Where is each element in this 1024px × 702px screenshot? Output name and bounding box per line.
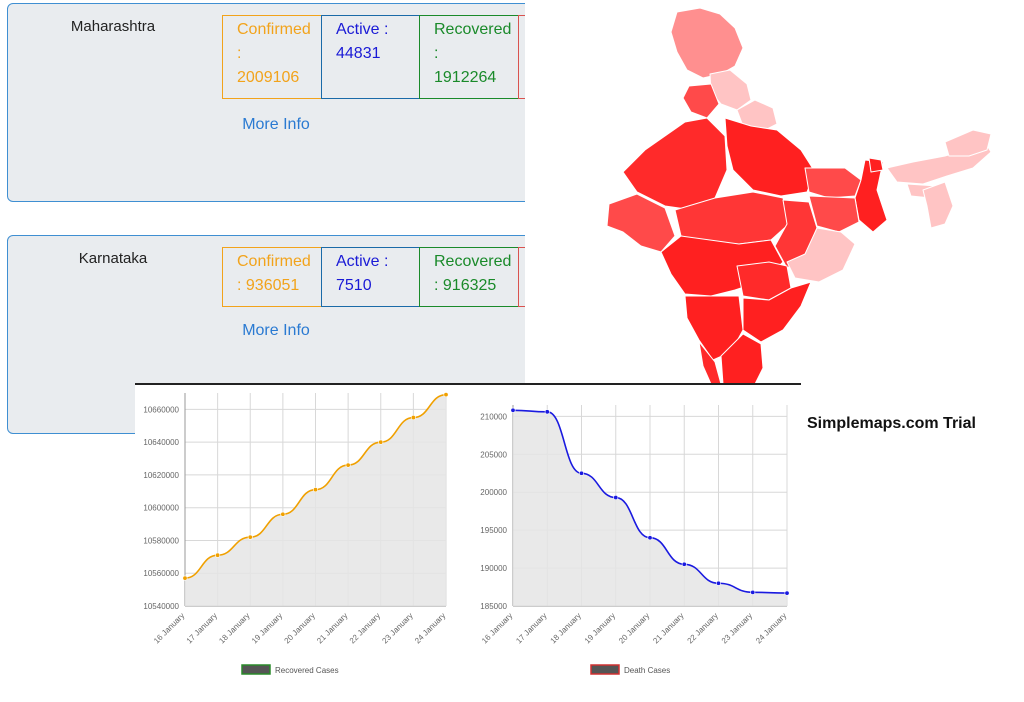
x-tick-label: 17 January	[185, 611, 219, 645]
confirmed-value-line: : 936051	[237, 277, 300, 294]
y-tick-label: 10620000	[143, 471, 179, 480]
x-tick-label: 22 January	[348, 611, 382, 645]
data-point	[510, 407, 516, 413]
y-tick-label: 185000	[480, 602, 507, 611]
confirmed-label: Confirmed	[237, 21, 311, 38]
map-region-uttar-pradesh[interactable]	[724, 117, 816, 197]
area-fill	[513, 410, 787, 606]
data-point	[544, 409, 550, 415]
data-point	[443, 392, 449, 398]
confirmed-colon: :	[237, 45, 242, 62]
active-label: Active :	[336, 253, 389, 270]
x-tick-label: 17 January	[514, 611, 548, 645]
x-tick-label: 24 January	[413, 611, 447, 645]
recovered-colon: :	[434, 45, 439, 62]
confirmed-stat: Confirmed : 2009106	[222, 15, 322, 99]
data-point	[345, 462, 351, 468]
legend-swatch	[590, 664, 620, 675]
data-point	[410, 415, 416, 421]
recovered-stat: Recovered : 1912264	[419, 15, 519, 99]
x-tick-label: 23 January	[380, 611, 414, 645]
x-tick-label: 16 January	[480, 611, 514, 645]
map-region-jharkhand[interactable]	[808, 195, 860, 233]
india-map	[525, 0, 1024, 385]
x-tick-label: 20 January	[283, 611, 317, 645]
x-tick-label: 23 January	[720, 611, 754, 645]
recovered-value-line: : 916325	[434, 277, 497, 294]
map-region-northeast-south[interactable]	[922, 181, 954, 229]
map-region-odisha[interactable]	[786, 227, 856, 283]
state-name: Maharashtra	[70, 18, 156, 35]
map-region-west-bengal[interactable]	[854, 159, 888, 233]
active-value: 7510	[336, 277, 372, 294]
data-point	[313, 487, 319, 493]
map-region-sikkim[interactable]	[868, 157, 884, 173]
series-line	[512, 409, 788, 594]
data-point	[247, 534, 253, 540]
confirmed-label: Confirmed	[237, 253, 311, 270]
legend-label: Recovered Cases	[275, 666, 339, 675]
y-tick-label: 10640000	[143, 438, 179, 447]
x-tick-label: 24 January	[754, 611, 788, 645]
data-point	[750, 589, 756, 595]
map-region-jammu-kashmir[interactable]	[670, 7, 744, 79]
active-stat: Active : 44831	[321, 15, 420, 99]
charts-panel: 10540000 10560000 10580000 10600000 10620000…	[135, 383, 801, 702]
x-tick-label: 20 January	[617, 611, 651, 645]
data-point	[378, 439, 384, 445]
recovered-value: 1912264	[434, 69, 497, 86]
x-tick-label: 16 January	[152, 611, 186, 645]
recovered-cases-chart: 10540000 10560000 10580000 10600000 10620000…	[143, 392, 449, 675]
active-stat: Active : 7510	[321, 247, 420, 307]
data-point	[182, 575, 188, 581]
india-map-svg	[606, 7, 992, 385]
active-value: 44831	[336, 45, 381, 62]
y-tick-label: 195000	[480, 526, 507, 535]
area-fill	[185, 394, 446, 606]
confirmed-stat: Confirmed : 936051	[222, 247, 322, 307]
map-region-andhra-pradesh[interactable]	[742, 281, 812, 343]
map-region-arunachal[interactable]	[944, 129, 992, 157]
map-watermark: Simplemaps.com Trial	[807, 415, 976, 432]
y-tick-label: 205000	[480, 450, 507, 459]
recovered-value: 916325	[442, 277, 497, 294]
state-name: Karnataka	[78, 250, 148, 267]
more-info-link[interactable]: More Info	[242, 322, 310, 339]
data-point	[681, 561, 687, 567]
legend-swatch	[241, 664, 271, 675]
y-tick-label: 190000	[480, 564, 507, 573]
state-card-maharashtra: Maharashtra Confirmed : 2009106 Active :…	[7, 3, 548, 202]
y-tick-label: 10580000	[143, 536, 179, 545]
recovered-stat: Recovered : 916325	[419, 247, 519, 307]
y-tick-label: 10560000	[143, 569, 179, 578]
data-point	[784, 590, 790, 596]
recovered-label: Recovered	[434, 253, 512, 270]
y-tick-label: 10540000	[143, 602, 179, 611]
x-tick-label: 18 January	[217, 611, 251, 645]
confirmed-value: 2009106	[237, 69, 300, 86]
x-tick-label: 18 January	[549, 611, 583, 645]
more-info-link[interactable]: More Info	[242, 116, 310, 133]
data-point	[715, 580, 721, 586]
x-tick-label: 21 January	[651, 611, 685, 645]
x-tick-label: 22 January	[686, 611, 720, 645]
confirmed-value: 936051	[245, 277, 300, 294]
y-tick-label: 10600000	[143, 504, 179, 513]
x-tick-label: 21 January	[315, 611, 349, 645]
data-point	[647, 535, 653, 541]
data-point	[215, 552, 221, 558]
data-point	[280, 511, 286, 517]
y-tick-label: 210000	[480, 412, 507, 421]
y-tick-label: 10660000	[143, 405, 179, 414]
active-label: Active :	[336, 21, 389, 38]
x-tick-label: 19 January	[250, 611, 284, 645]
data-point	[579, 470, 585, 476]
legend-label: Death Cases	[624, 666, 670, 675]
data-point	[613, 495, 619, 501]
death-cases-chart: 185000 190000 195000 200000 205000 210000 16 J…	[480, 405, 790, 675]
x-tick-label: 19 January	[583, 611, 617, 645]
y-tick-label: 200000	[480, 488, 507, 497]
recovered-label: Recovered	[434, 21, 512, 38]
map-region-bihar[interactable]	[804, 167, 862, 199]
